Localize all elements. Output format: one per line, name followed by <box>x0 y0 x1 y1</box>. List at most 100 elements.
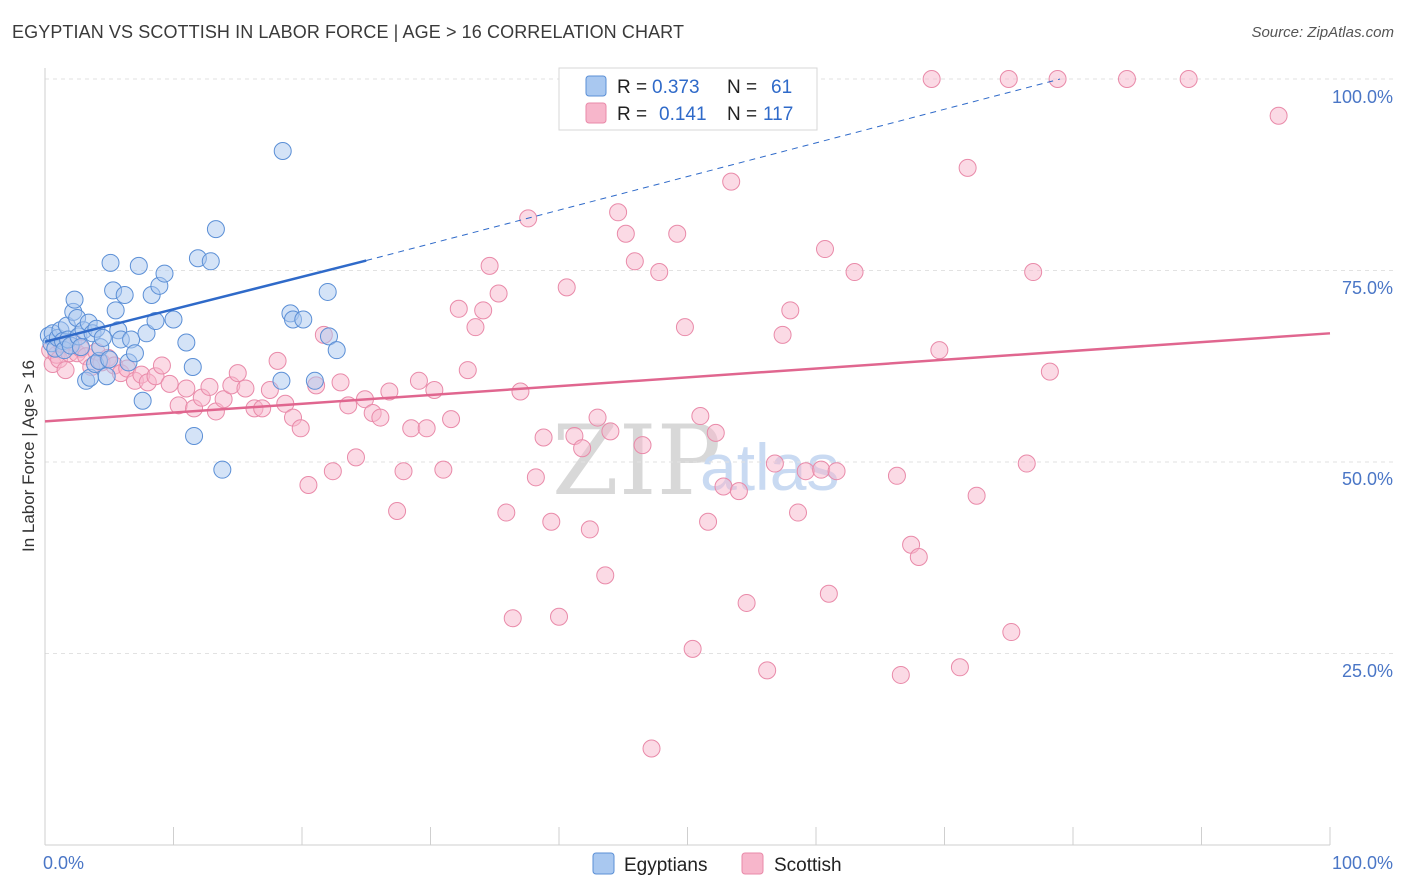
scottish-point <box>796 462 815 481</box>
legend-r-label-egyptians: R = <box>617 77 647 98</box>
scottish-point <box>474 301 493 320</box>
trend-lines <box>44 78 1331 423</box>
scottish-point <box>706 423 725 442</box>
scottish-point <box>323 462 342 481</box>
scottish-point <box>729 482 748 501</box>
scottish-point <box>388 502 407 521</box>
scottish-point <box>625 252 644 271</box>
scottish-point <box>596 566 615 585</box>
scottish-point <box>236 379 255 398</box>
bottom-legend-swatch-egyptians <box>592 852 615 875</box>
scottish-point <box>714 477 733 496</box>
scottish-point <box>722 172 741 191</box>
scottish-point <box>542 512 561 531</box>
egyptians-point <box>133 391 152 410</box>
egyptians-trend-line <box>44 259 367 343</box>
scottish-point <box>967 486 986 505</box>
y-tick-label-25: 25.0% <box>1342 661 1393 681</box>
scottish-point <box>434 460 453 479</box>
scottish-point <box>489 284 508 303</box>
scottish-point <box>291 419 310 438</box>
scottish-point <box>781 301 800 320</box>
scottish-point <box>511 382 530 401</box>
scottish-point <box>394 462 413 481</box>
legend-r-value-scottish: 0.141 <box>659 104 707 125</box>
egyptians-point <box>273 142 292 161</box>
scottish-trend-line <box>44 332 1331 423</box>
scottish-point <box>609 203 628 222</box>
correlation-legend: R = 0.373 N = 61 R = 0.141 N = 117 <box>558 67 818 131</box>
scottish-point <box>299 475 318 494</box>
scottish-point <box>466 318 485 337</box>
scottish-point <box>999 70 1018 88</box>
scottish-point <box>534 428 553 447</box>
egyptians-point <box>71 338 90 357</box>
legend-n-label-egyptians: N = <box>727 77 757 98</box>
egyptians-point <box>100 350 119 369</box>
scottish-point <box>815 240 834 259</box>
egyptians-point <box>125 344 144 363</box>
egyptians-point <box>65 290 84 309</box>
egyptians-point <box>177 333 196 352</box>
chart-title: EGYPTIAN VS SCOTTISH IN LABOR FORCE | AG… <box>12 22 685 42</box>
scottish-point <box>633 436 652 455</box>
scottish-point <box>268 351 287 370</box>
legend-n-label-scottish: N = <box>727 104 757 125</box>
bottom-legend-label-egyptians: Egyptians <box>624 855 707 876</box>
scottish-point <box>773 325 792 344</box>
scottish-point <box>691 407 710 426</box>
scottish-point <box>601 422 620 441</box>
scottish-point <box>616 224 635 243</box>
scottish-point <box>253 399 272 418</box>
scottish-point <box>950 658 969 677</box>
scottish-point <box>819 584 838 603</box>
scottish-point <box>827 462 846 481</box>
scottish-point <box>1040 362 1059 381</box>
bottom-legend-swatch-scottish <box>741 852 764 875</box>
egyptians-point <box>164 310 183 329</box>
scottish-point <box>417 419 436 438</box>
scottish-point <box>1024 263 1043 282</box>
scottish-point <box>442 410 461 429</box>
x-tick-label-0: 0.0% <box>43 853 84 873</box>
egyptians-point <box>106 301 125 320</box>
egyptians-point <box>318 282 337 301</box>
legend-swatch-egyptians <box>585 75 607 97</box>
series-legend: Egyptians Scottish <box>592 852 842 876</box>
scottish-point <box>200 377 219 396</box>
scottish-point <box>845 263 864 282</box>
egyptians-trend-extension <box>366 78 1061 262</box>
egyptians-point <box>206 220 225 239</box>
scottish-point <box>526 468 545 487</box>
y-tick-label-75: 75.0% <box>1342 278 1393 298</box>
scottish-point <box>380 382 399 401</box>
egyptians-point <box>319 327 338 346</box>
egyptians-point <box>155 264 174 283</box>
watermark-zip: ZIP <box>552 405 721 517</box>
scottish-point <box>891 665 910 684</box>
scottish-point <box>449 299 468 318</box>
legend-swatch-scottish <box>585 102 607 124</box>
scottish-point <box>650 263 669 282</box>
egyptians-points <box>39 142 346 479</box>
y-tick-label-50: 50.0% <box>1342 469 1393 489</box>
scottish-point <box>642 739 661 758</box>
scottish-point <box>228 364 247 383</box>
scottish-point <box>1117 70 1136 88</box>
egyptians-point <box>129 256 148 275</box>
scottish-point <box>497 503 516 522</box>
scottish-point <box>758 661 777 680</box>
egyptians-point <box>201 252 220 271</box>
egyptians-point <box>213 460 232 479</box>
scottish-point <box>588 408 607 427</box>
egyptians-point <box>294 310 313 329</box>
x-axis-ticks <box>44 827 1331 845</box>
scottish-point <box>922 70 941 88</box>
scottish-point <box>683 639 702 658</box>
scottish-point <box>214 390 233 409</box>
scottish-point <box>503 609 522 628</box>
scottish-point <box>765 454 784 473</box>
scottish-point <box>909 547 928 566</box>
scottish-point <box>1048 70 1067 88</box>
